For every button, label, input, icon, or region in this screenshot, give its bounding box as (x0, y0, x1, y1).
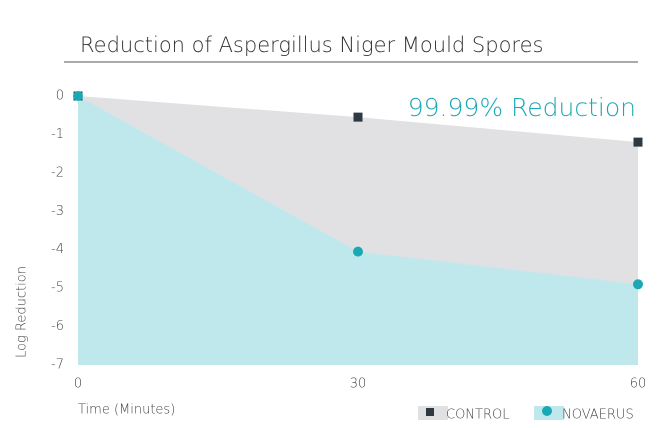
x-tick-label: 30 (350, 377, 367, 392)
legend-marker (542, 406, 552, 416)
legend-label: CONTROL (446, 408, 509, 423)
y-tick-label: 0 (56, 89, 64, 104)
y-tick-label: -6 (51, 319, 64, 334)
y-axis-label: Log Reduction (15, 266, 30, 358)
y-tick-label: -4 (51, 242, 64, 257)
marker (633, 137, 643, 147)
y-tick-label: -3 (51, 204, 64, 219)
marker (353, 246, 363, 257)
x-tick-label: 60 (630, 377, 647, 392)
chart-title: Reduction of Aspergillus Niger Mould Spo… (80, 33, 543, 57)
y-tick-label: -5 (51, 281, 64, 296)
x-axis-label: Time (Minutes) (78, 403, 175, 418)
y-tick-label: -2 (51, 165, 64, 180)
marker (633, 279, 643, 290)
marker (353, 112, 363, 122)
legend-label: NOVAERUS (562, 408, 634, 423)
y-tick-label: -1 (51, 127, 64, 142)
marker (73, 91, 83, 101)
annotation: 99.99% Reduction (408, 93, 636, 122)
y-tick-label: -7 (51, 358, 64, 373)
legend-marker (426, 408, 434, 416)
area (78, 96, 638, 365)
x-tick-label: 0 (74, 377, 82, 392)
